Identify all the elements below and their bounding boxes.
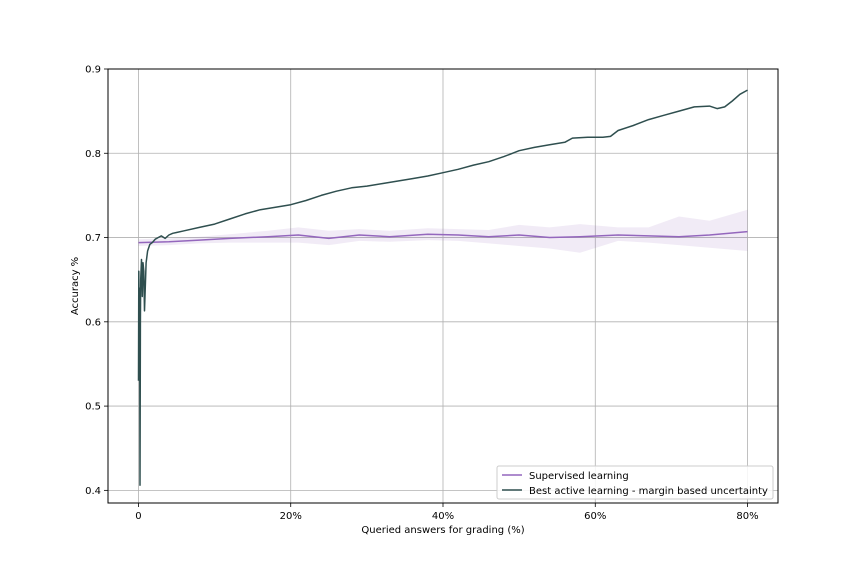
y-tick-label: 0.6: [85, 317, 101, 328]
x-tick-label: 0: [135, 511, 141, 522]
x-tick-label: 40%: [432, 511, 454, 522]
series-line-1: [137, 89, 748, 487]
y-axis-label: Accuracy %: [70, 257, 81, 315]
legend-box: [496, 465, 774, 500]
legend: Supervised learning Best active learning…: [496, 465, 774, 500]
series-line-0: [138, 230, 748, 244]
x-axis-label: Queried answers for grading (%): [361, 525, 524, 536]
legend-label-supervised: Supervised learning: [529, 471, 629, 482]
x-tick-label: 60%: [584, 511, 606, 522]
legend-label-active-learning: Best active learning - margin based unce…: [529, 486, 768, 497]
series-lines: [137, 89, 748, 487]
x-tick-label: 20%: [280, 511, 302, 522]
y-tick-label: 0.4: [85, 486, 101, 497]
y-tick-label: 0.9: [85, 65, 101, 76]
y-tick-label: 0.7: [85, 233, 101, 244]
confidence-band-0: [138, 209, 748, 253]
y-tick-label: 0.5: [85, 402, 101, 413]
confidence-bands: [138, 209, 748, 253]
y-tick-label: 0.8: [85, 149, 101, 160]
x-tick-label: 80%: [736, 511, 758, 522]
x-axis-ticks: 0 20% 40% 60% 80%: [135, 503, 759, 522]
y-axis-ticks: 0.4 0.5 0.6 0.7 0.8 0.9: [85, 65, 108, 497]
